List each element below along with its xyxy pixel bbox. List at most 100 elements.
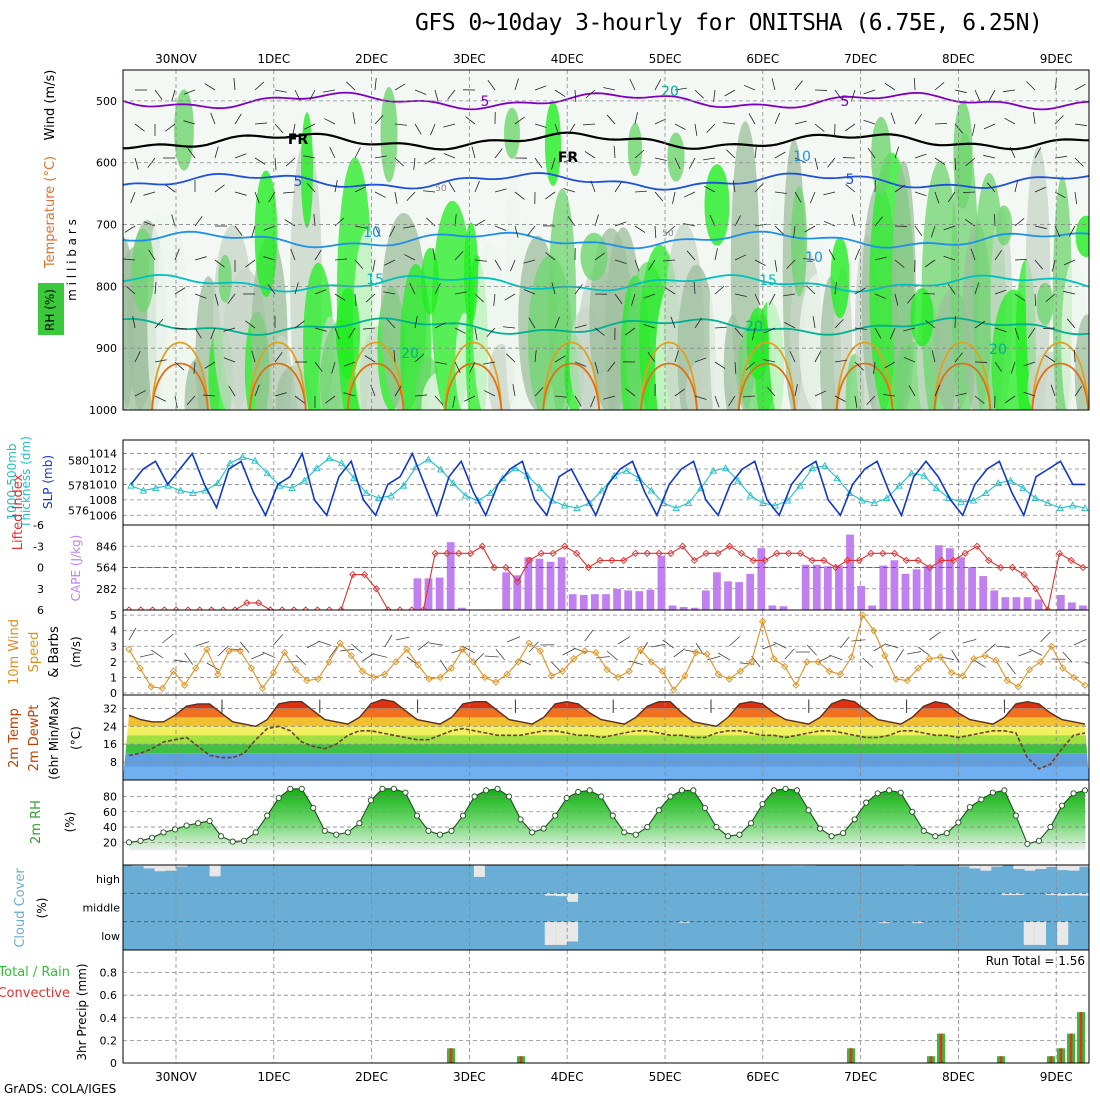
wind-barb bbox=[654, 118, 667, 125]
wind-speed-line-point bbox=[481, 673, 489, 682]
wind-barb bbox=[203, 394, 216, 397]
surface-isotherm-loop bbox=[346, 362, 405, 410]
rh-line-point bbox=[747, 820, 755, 827]
thickness-line-point bbox=[424, 455, 433, 463]
wind-tick-label: 0 bbox=[110, 687, 117, 700]
thickness-line-point bbox=[238, 453, 247, 460]
wind-barb bbox=[629, 78, 636, 91]
pressure-tick-label: 600 bbox=[96, 157, 117, 170]
wind-barb bbox=[665, 225, 676, 235]
lifted-index-line-point bbox=[466, 549, 475, 557]
lifted-index-line-point bbox=[537, 549, 545, 557]
wind-speed-line-point bbox=[1036, 658, 1045, 666]
wind-barb bbox=[584, 151, 596, 159]
rh-line-point bbox=[644, 824, 651, 831]
cloud-gap-high bbox=[1013, 865, 1025, 869]
wind-barb bbox=[174, 361, 185, 371]
wind-barb bbox=[625, 388, 636, 397]
wind-barb bbox=[214, 293, 219, 306]
lifted-cape-plot bbox=[123, 525, 1089, 610]
wind-barb bbox=[763, 327, 776, 334]
rh-line-point bbox=[1058, 802, 1066, 809]
wind-speed-line-point bbox=[747, 658, 756, 666]
wind-barb bbox=[403, 225, 416, 229]
wind-speed-line-point bbox=[392, 658, 400, 666]
wind-barb bbox=[714, 248, 718, 261]
wind-barb bbox=[874, 293, 887, 300]
surface-wind-barb bbox=[506, 636, 521, 643]
wind-speed-line-point bbox=[503, 670, 511, 678]
cape-bar bbox=[613, 588, 621, 610]
wind-barb bbox=[345, 81, 356, 91]
wind-barb bbox=[148, 249, 156, 261]
rh-line-point bbox=[793, 787, 801, 794]
wind-barb bbox=[534, 386, 544, 397]
rh-line-point bbox=[563, 794, 570, 802]
cape-bar bbox=[1079, 605, 1087, 610]
contour-label: 20 bbox=[989, 342, 1007, 358]
rh-line-point bbox=[817, 825, 824, 832]
thickness-line-point bbox=[721, 464, 730, 472]
wind-barb bbox=[590, 395, 596, 408]
wind-label-4: (m/s) bbox=[69, 636, 83, 667]
wind-barb bbox=[545, 252, 556, 261]
surface-wind-barb bbox=[317, 640, 332, 646]
slp-label: SLP (mb) bbox=[41, 455, 55, 509]
rh-line-point bbox=[840, 830, 847, 837]
cape-bar bbox=[823, 566, 832, 610]
top-axis-tick-label: 2DEC bbox=[355, 52, 388, 66]
rh-line-point bbox=[298, 785, 305, 792]
wind-barb bbox=[1044, 354, 1056, 363]
lifted-index-line-point bbox=[749, 556, 757, 565]
wind-speed-line-point bbox=[558, 667, 567, 675]
surface-isotherm-loop bbox=[640, 362, 698, 410]
wind-barb bbox=[514, 191, 525, 200]
cape-bar bbox=[524, 557, 533, 610]
wind-barb bbox=[606, 114, 616, 125]
wind-speed-line bbox=[128, 613, 1086, 691]
rh-line-point bbox=[529, 829, 536, 836]
wind-barb bbox=[174, 248, 180, 261]
surface-isotherm-loop bbox=[248, 362, 307, 410]
wind-barb bbox=[354, 293, 357, 306]
surface-wind-barb bbox=[151, 649, 164, 659]
rh-line-point bbox=[598, 793, 605, 800]
wind-speed-line-point bbox=[614, 673, 622, 682]
lifted-index-line-point bbox=[832, 563, 840, 572]
rh-line-point bbox=[402, 789, 409, 796]
wind-barb bbox=[754, 183, 764, 193]
cloud-gap-high bbox=[1057, 865, 1069, 871]
surface-isotherm-loop bbox=[640, 341, 698, 410]
rh-2m-plot bbox=[123, 780, 1089, 865]
wind-speed-line-point bbox=[903, 676, 911, 685]
wind-barb bbox=[954, 123, 964, 134]
wind-barb bbox=[483, 361, 496, 365]
wind-barb bbox=[474, 293, 485, 303]
contour-label: 10 bbox=[363, 225, 381, 241]
wind-speed-line-point bbox=[658, 667, 667, 675]
wind-barb bbox=[274, 392, 287, 397]
wind-barb bbox=[754, 146, 757, 159]
lifted-index-line-point bbox=[525, 556, 534, 565]
thickness-line-point bbox=[1019, 484, 1027, 492]
wind-barb bbox=[771, 78, 776, 91]
wind-barb bbox=[469, 361, 476, 373]
surface-wind-barb bbox=[206, 662, 220, 671]
surface-wind-barb bbox=[128, 627, 137, 641]
wind-barb bbox=[907, 293, 916, 304]
temp-line bbox=[128, 698, 1086, 728]
rh-line-point bbox=[540, 825, 547, 832]
wind-barb bbox=[1045, 293, 1056, 303]
wind-speed-line-point bbox=[1025, 665, 1034, 674]
contour-label: 5 bbox=[294, 174, 303, 190]
cape-bar bbox=[579, 594, 588, 610]
wind-barb bbox=[487, 80, 496, 91]
pressure-tick-label: 700 bbox=[96, 219, 117, 232]
wind-barb bbox=[443, 153, 456, 159]
thickness-line-point bbox=[833, 474, 841, 482]
wind-barb bbox=[890, 112, 896, 125]
wind-barb bbox=[654, 79, 661, 91]
cape-bar bbox=[879, 565, 888, 610]
cloud-gap-high bbox=[473, 865, 485, 877]
cape-bar bbox=[535, 558, 544, 610]
